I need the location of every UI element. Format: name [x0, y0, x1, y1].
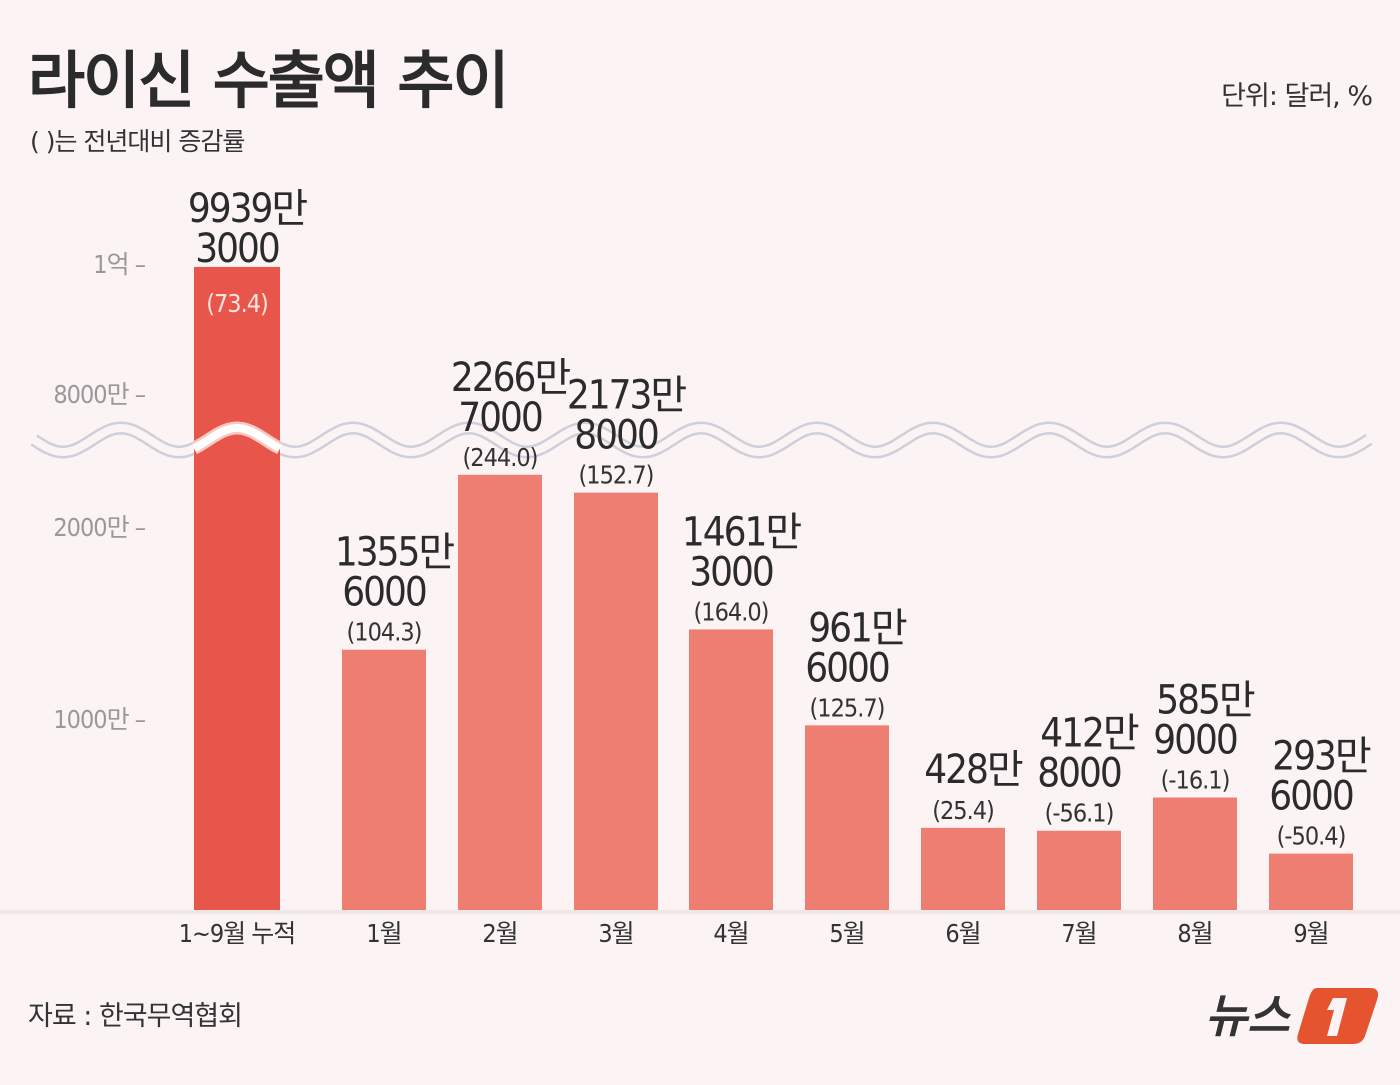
data-label-pct: (125.7): [810, 693, 885, 722]
data-label-pct: (152.7): [579, 461, 654, 490]
bars: [0, 266, 1400, 914]
x-tick-label: 5월: [829, 919, 864, 948]
data-label-pct: (164.0): [694, 597, 769, 626]
data-label-line2: 3000: [689, 549, 773, 595]
data-label-line1: 2266만: [451, 355, 571, 401]
data-label-line1: 1355만: [335, 530, 455, 576]
x-tick-label: 3월: [598, 919, 633, 948]
bar: [1153, 797, 1237, 910]
data-label-line1: 585만: [1156, 678, 1255, 724]
data-label-line2: 6000: [1269, 774, 1353, 820]
data-label-line2: 7000: [458, 395, 542, 441]
data-label-pct: (-56.1): [1045, 799, 1114, 828]
data-label-line2: 3000: [195, 226, 279, 272]
chart-subtitle: ( )는 전년대비 증감률: [30, 127, 245, 156]
x-tick-label: 4월: [713, 919, 748, 948]
bar: [805, 725, 889, 910]
data-label-line1: 1461만: [682, 509, 802, 555]
data-label-line1: 961만: [808, 605, 907, 651]
data-label-line1: 412만: [1040, 711, 1139, 757]
data-label-line1: 293만: [1272, 734, 1371, 780]
y-tick-label: 1000만 –: [53, 705, 145, 734]
y-tick-label: 1억 –: [93, 250, 145, 279]
bar: [1269, 853, 1353, 910]
x-tick-label: 1~9월 누적: [179, 919, 296, 948]
bar: [689, 629, 773, 910]
data-label-line2: 6000: [805, 645, 889, 691]
data-label-line1: 9939만: [188, 186, 308, 232]
x-tick-label: 7월: [1061, 919, 1096, 948]
page-title: 라이신 수출액 추이: [28, 44, 509, 117]
bar: [921, 827, 1005, 910]
bar: [342, 649, 426, 910]
bar: [574, 492, 658, 910]
data-label-line2: 8000: [1037, 751, 1121, 797]
axis-break-wave: [30, 415, 1373, 470]
news1-logo: 뉴스: [1205, 980, 1380, 1050]
data-label-pct: (25.4): [932, 796, 994, 825]
data-labels: (73.4)30009939만(104.3)60001355만(244.0)70…: [188, 186, 1373, 851]
source-label: 자료 : 한국무역협회: [28, 1001, 243, 1032]
x-tick-label: 6월: [945, 919, 980, 948]
data-label-line2: 9000: [1153, 718, 1237, 764]
x-tick-label: 2월: [482, 919, 517, 948]
y-tick-label: 2000만 –: [53, 513, 145, 542]
data-label-pct: (104.3): [347, 618, 422, 647]
x-axis-labels: 1~9월 누적 1월 2월 3월 4월 5월 6월 7월 8월 9월: [179, 919, 1330, 948]
data-label-pct: (244.0): [463, 443, 538, 472]
data-label-pct: (73.4): [206, 289, 268, 318]
bar: [1037, 830, 1121, 910]
svg-text:뉴스: 뉴스: [1205, 989, 1291, 1043]
wave-bar-inner: [192, 424, 282, 452]
y-axis-ticks: 1000만 – 2000만 – 8000만 – 1억 –: [53, 250, 146, 734]
data-label-line2: 8000: [574, 413, 658, 459]
x-tick-label: 1월: [366, 919, 401, 948]
x-tick-label: 8월: [1177, 919, 1212, 948]
unit-label: 단위: 달러, %: [1221, 81, 1373, 112]
y-tick-label: 8000만 –: [53, 380, 145, 409]
data-label-line1: 428만: [924, 747, 1023, 793]
bar: [194, 266, 280, 910]
bar: [458, 474, 542, 910]
data-label-pct: (-50.4): [1277, 822, 1346, 851]
x-tick-label: 9월: [1293, 919, 1328, 948]
data-label-line2: 6000: [342, 570, 426, 616]
data-label-pct: (-16.1): [1161, 766, 1230, 795]
data-label-line1: 2173만: [567, 373, 687, 419]
baseline: [0, 910, 1400, 914]
